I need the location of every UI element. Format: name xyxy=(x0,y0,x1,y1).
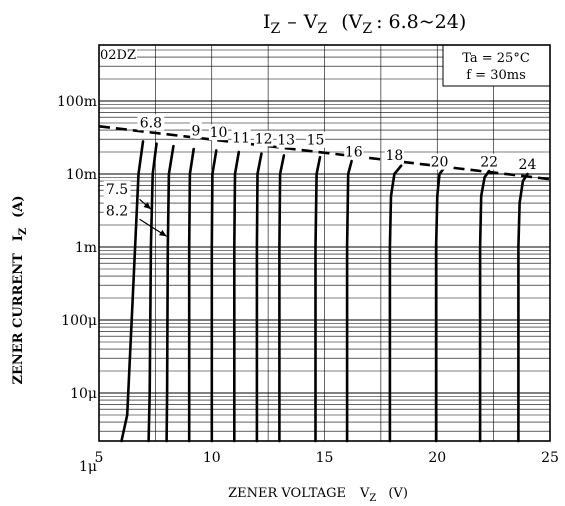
curve-label-6-8: 6.8 xyxy=(140,115,162,131)
series-curve-16 xyxy=(345,159,353,443)
title-range-sub: Z xyxy=(362,21,372,37)
curve-label-9: 9 xyxy=(192,123,201,139)
chart-title: IZ – VZ (VZ: 6.8~24) xyxy=(263,11,466,37)
y-axis-label-main: ZENER CURRENT xyxy=(11,253,26,385)
series-curve-9 xyxy=(187,147,195,443)
series-curve-15 xyxy=(314,155,322,443)
title-i: I xyxy=(263,11,271,33)
y-tick-label: 100m xyxy=(57,94,97,110)
series-curve-20 xyxy=(434,166,446,443)
limit-line xyxy=(98,125,551,181)
y-axis-label: ZENER CURRENT IZ (A) xyxy=(11,195,29,384)
curve-label-13: 13 xyxy=(277,133,295,149)
curve-label-8-2: 8.2 xyxy=(106,203,128,219)
curve-label-15: 15 xyxy=(307,133,325,149)
y-axis-label-sym: I xyxy=(11,235,26,241)
condition-temperature: Ta = 25°C xyxy=(462,51,530,66)
curve-label-bg xyxy=(479,153,499,170)
series-label: 02DZ xyxy=(100,48,136,63)
x-axis-label-unit: (V) xyxy=(388,486,408,501)
curve-label-bg xyxy=(190,122,202,139)
series-label-box xyxy=(99,45,137,63)
y-tick-label: 10μ xyxy=(70,386,97,402)
series-curve-10 xyxy=(210,149,218,443)
x-tick-label: 5 xyxy=(95,450,104,466)
label-arrow-head xyxy=(159,229,167,237)
y-tick-label: 1μ xyxy=(79,459,97,475)
curve-label-16: 16 xyxy=(345,144,363,160)
series-curve-13 xyxy=(278,154,286,443)
curve-label-bg xyxy=(384,147,405,164)
y-axis-label-unit: (A) xyxy=(11,195,26,217)
y-tick-label: 100μ xyxy=(61,313,97,329)
x-tick-label: 25 xyxy=(541,450,559,466)
series-curve-18 xyxy=(388,164,403,443)
x-axis-label: ZENER VOLTAGE VZ (V) xyxy=(228,486,408,504)
y-tick-label: 10m xyxy=(66,167,97,183)
curve-label-18: 18 xyxy=(385,148,403,164)
condition-frequency: f = 30ms xyxy=(466,68,526,83)
series-curve-7-5 xyxy=(147,142,158,443)
curve-label-bg xyxy=(344,143,364,160)
title-range-open: (V xyxy=(341,11,362,33)
title-v: V xyxy=(303,11,318,33)
curve-label-10: 10 xyxy=(210,125,228,141)
curve-label-bg xyxy=(276,131,296,148)
x-axis-label-sym: V xyxy=(359,486,370,501)
label-arrow-head xyxy=(143,202,151,210)
title-v-sub: Z xyxy=(317,21,327,37)
curve-label-bg xyxy=(429,153,450,170)
series-curve-24 xyxy=(517,172,529,443)
series-curves xyxy=(120,140,529,443)
series-curve-22 xyxy=(478,169,491,443)
curve-label-11: 11 xyxy=(232,130,250,146)
curve-label-bg xyxy=(103,202,131,219)
curve-label-20: 20 xyxy=(431,155,449,171)
curve-label-bg xyxy=(208,124,229,141)
curve-labels: 6.8 9 10 11 12 13 15 16 18 20 22 24 7.5 8.2 xyxy=(103,114,538,237)
x-tick-label: 15 xyxy=(316,450,334,466)
series-curve-8-2 xyxy=(165,144,175,443)
x-tick-label: 10 xyxy=(203,450,221,466)
x-axis-label-sub: Z xyxy=(369,493,376,504)
curve-label-22: 22 xyxy=(480,155,498,171)
title-i-sub: Z xyxy=(271,21,281,37)
series-curve-6-8 xyxy=(120,140,145,443)
x-axis-label-main: ZENER VOLTAGE xyxy=(228,486,346,501)
curve-label-7-5: 7.5 xyxy=(106,182,128,198)
series-curve-12 xyxy=(255,152,263,443)
curve-label-bg xyxy=(231,129,251,146)
limit-line-dashed xyxy=(98,125,551,181)
curve-label-12: 12 xyxy=(255,132,273,148)
curve-label-bg xyxy=(137,114,165,131)
y-axis-label-sub: Z xyxy=(18,228,29,235)
series-curve-11 xyxy=(233,150,241,443)
x-tick-label: 20 xyxy=(428,450,446,466)
title-dash: – xyxy=(287,11,297,33)
axis-ticks: 5 10 15 20 25 100m 10m 1m 100μ 10μ 1μ xyxy=(57,94,559,475)
title-range-rest: : 6.8~24) xyxy=(376,11,466,33)
curve-label-bg xyxy=(103,180,131,197)
curve-label-bg xyxy=(517,156,538,173)
y-tick-label: 1m xyxy=(75,240,97,256)
curve-label-bg xyxy=(254,130,274,147)
curve-label-bg xyxy=(305,131,326,148)
plot-frame xyxy=(98,44,551,442)
curve-label-24: 24 xyxy=(519,157,537,173)
